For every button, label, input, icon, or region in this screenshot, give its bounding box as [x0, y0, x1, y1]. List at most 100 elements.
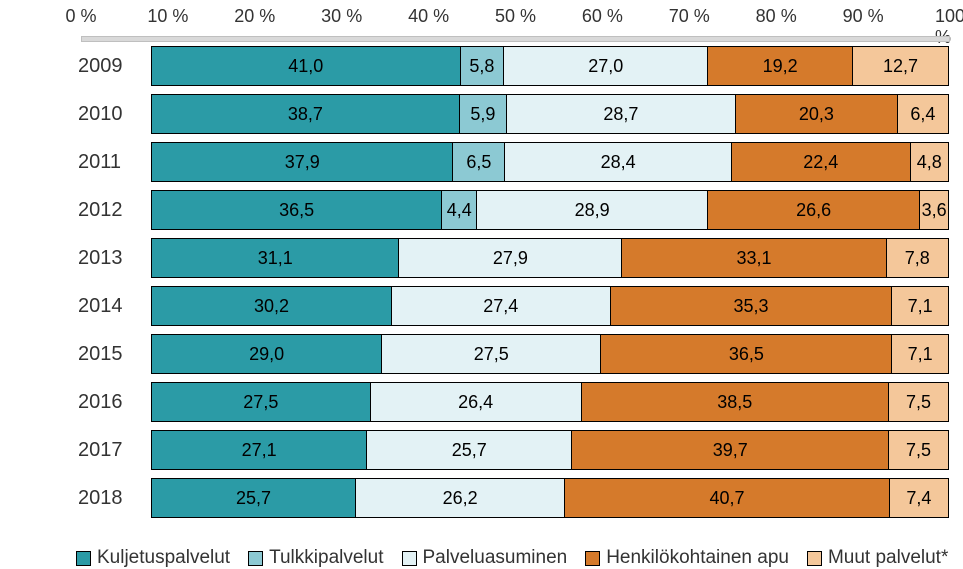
bar-stack: 30,227,435,37,1	[151, 286, 949, 326]
legend-swatch	[585, 551, 600, 566]
legend-label: Kuljetuspalvelut	[97, 547, 230, 569]
bar-segment-kuljetus: 27,5	[151, 382, 371, 422]
bar-segment-tulkki: 5,9	[460, 94, 507, 134]
bar-segment-henkilo: 40,7	[565, 478, 890, 518]
bar-segment-kuljetus: 37,9	[151, 142, 453, 182]
bar-segment-kuljetus: 27,1	[151, 430, 367, 470]
bar-segment-kuljetus: 41,0	[151, 46, 461, 86]
x-tick-label: 90 %	[843, 6, 884, 27]
bar-segment-kuljetus: 36,5	[151, 190, 442, 230]
legend-item-henkilo: Henkilökohtainen apu	[585, 547, 789, 569]
bar-stack: 27,526,438,57,5	[151, 382, 949, 422]
plot-area: 200941,05,827,019,212,7201038,75,928,720…	[76, 36, 955, 526]
bar-stack: 38,75,928,720,36,4	[151, 94, 949, 134]
x-tick-label: 30 %	[321, 6, 362, 27]
bar-segment-muut: 3,6	[920, 190, 949, 230]
bar-stack: 36,54,428,926,63,6	[151, 190, 949, 230]
bar-segment-kuljetus: 31,1	[151, 238, 399, 278]
bar-segment-palvelu: 26,2	[356, 478, 565, 518]
legend: Kuljetuspalvelut Tulkkipalvelut Palveluasu…	[8, 547, 955, 569]
bar-stack: 37,96,528,422,44,8	[151, 142, 949, 182]
table-row: 201038,75,928,720,36,4	[76, 94, 955, 134]
x-tick-label: 40 %	[408, 6, 449, 27]
bar-stack: 25,726,240,77,4	[151, 478, 949, 518]
category-label: 2018	[76, 487, 146, 510]
x-tick-label: 50 %	[495, 6, 536, 27]
category-label: 2016	[76, 391, 146, 414]
x-axis-guide	[81, 36, 950, 42]
bar-segment-kuljetus: 38,7	[151, 94, 460, 134]
legend-label: Palveluasuminen	[423, 547, 568, 569]
table-row: 201430,227,435,37,1	[76, 286, 955, 326]
bar-segment-henkilo: 19,2	[708, 46, 853, 86]
category-label: 2009	[76, 55, 146, 78]
table-row: 201331,127,933,17,8	[76, 238, 955, 278]
category-label: 2014	[76, 295, 146, 318]
category-label: 2012	[76, 199, 146, 222]
bar-segment-muut: 12,7	[853, 46, 949, 86]
legend-label: Tulkkipalvelut	[269, 547, 383, 569]
bar-segment-palvelu: 27,0	[504, 46, 708, 86]
stacked-bar-chart: 0 % 10 % 20 % 30 % 40 % 50 % 60 % 70 % 80 % 90 % 1…	[8, 6, 955, 569]
bar-segment-muut: 7,4	[890, 478, 949, 518]
bar-segment-kuljetus: 29,0	[151, 334, 382, 374]
bar-stack: 31,127,933,17,8	[151, 238, 949, 278]
table-row: 201727,125,739,77,5	[76, 430, 955, 470]
legend-item-palvelu: Palveluasuminen	[402, 547, 568, 569]
table-row: 200941,05,827,019,212,7	[76, 46, 955, 86]
category-label: 2010	[76, 103, 146, 126]
bar-segment-henkilo: 39,7	[572, 430, 889, 470]
legend-label: Henkilökohtainen apu	[606, 547, 789, 569]
bar-segment-muut: 7,5	[889, 382, 949, 422]
bar-segment-muut: 7,1	[892, 286, 949, 326]
table-row: 201529,027,536,57,1	[76, 334, 955, 374]
category-label: 2017	[76, 439, 146, 462]
legend-swatch	[76, 551, 91, 566]
legend-swatch	[807, 551, 822, 566]
bar-segment-kuljetus: 30,2	[151, 286, 392, 326]
table-row: 201825,726,240,77,4	[76, 478, 955, 518]
x-tick-label: 60 %	[582, 6, 623, 27]
bar-stack: 27,125,739,77,5	[151, 430, 949, 470]
x-tick-label: 0 %	[65, 6, 96, 27]
x-tick-label: 70 %	[669, 6, 710, 27]
bar-segment-palvelu: 28,4	[505, 142, 732, 182]
legend-item-tulkki: Tulkkipalvelut	[248, 547, 383, 569]
legend-swatch	[248, 551, 263, 566]
bar-segment-muut: 4,8	[911, 142, 949, 182]
legend-label: Muut palvelut*	[828, 547, 948, 569]
bar-segment-tulkki: 4,4	[442, 190, 477, 230]
bar-segment-henkilo: 26,6	[708, 190, 920, 230]
category-label: 2015	[76, 343, 146, 366]
bar-segment-tulkki: 6,5	[453, 142, 505, 182]
bar-segment-henkilo: 22,4	[732, 142, 911, 182]
bar-segment-palvelu: 25,7	[367, 430, 572, 470]
category-label: 2013	[76, 247, 146, 270]
bar-segment-muut: 7,8	[887, 238, 949, 278]
table-row: 201137,96,528,422,44,8	[76, 142, 955, 182]
bar-segment-henkilo: 33,1	[622, 238, 886, 278]
category-label: 2011	[76, 151, 146, 174]
x-tick-label: 20 %	[234, 6, 275, 27]
bar-segment-henkilo: 36,5	[601, 334, 892, 374]
bar-segment-henkilo: 20,3	[736, 94, 898, 134]
bar-segment-tulkki: 5,8	[461, 46, 505, 86]
bar-segment-muut: 6,4	[898, 94, 949, 134]
table-row: 201627,526,438,57,5	[76, 382, 955, 422]
table-row: 201236,54,428,926,63,6	[76, 190, 955, 230]
bar-segment-henkilo: 35,3	[611, 286, 893, 326]
legend-swatch	[402, 551, 417, 566]
bar-segment-palvelu: 27,5	[382, 334, 601, 374]
bar-segment-henkilo: 38,5	[582, 382, 890, 422]
x-tick-label: 80 %	[756, 6, 797, 27]
bar-segment-muut: 7,1	[892, 334, 949, 374]
x-tick-label: 10 %	[147, 6, 188, 27]
bar-segment-kuljetus: 25,7	[151, 478, 356, 518]
legend-item-muut: Muut palvelut*	[807, 547, 948, 569]
bar-segment-palvelu: 27,4	[392, 286, 611, 326]
x-axis: 0 %10 %20 %30 %40 %50 %60 %70 %80 %90 %1…	[8, 6, 955, 32]
bar-segment-palvelu: 26,4	[371, 382, 582, 422]
bar-stack: 29,027,536,57,1	[151, 334, 949, 374]
bar-segment-palvelu: 28,7	[507, 94, 736, 134]
legend-item-kuljetus: Kuljetuspalvelut	[76, 547, 230, 569]
